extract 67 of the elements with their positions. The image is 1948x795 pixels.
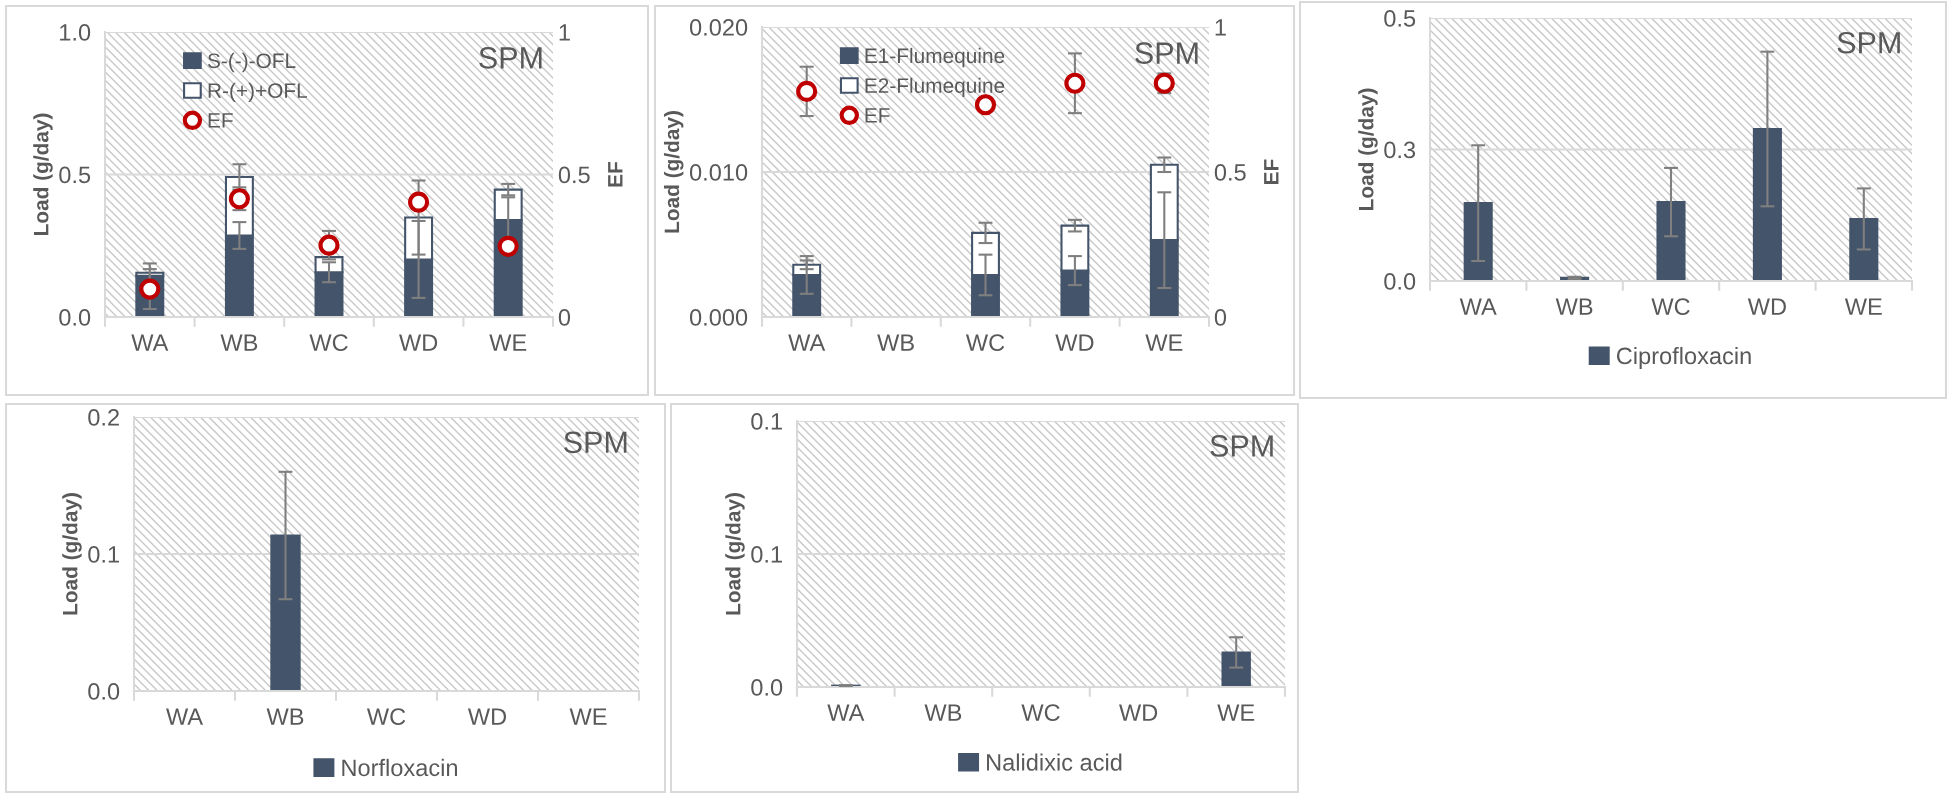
x-tick-label: WE [489,334,527,351]
x-tick-label: WD [399,334,438,351]
y-tick-label: 0.000 [689,309,748,326]
y-axis-title: Load (g/day) [725,493,745,615]
y-tick-label: 0.020 [689,19,748,36]
y-axis-title: Load (g/day) [663,111,684,233]
x-tick-label: WC [1021,704,1060,722]
y2-tick-label: 0 [558,309,571,326]
y2-tick-label: 0.5 [1214,164,1246,181]
x-tick-label: WC [965,334,1005,352]
y-tick-label: 0.0 [751,679,783,696]
y2-axis-title: EF [1264,159,1279,184]
x-tick-label: WA [131,334,169,351]
y-tick-label: 0.1 [88,546,119,563]
legend-label: R-(+)+OFL [208,82,308,103]
x-tick-label: WA [166,708,204,725]
x-tick-label: WB [1555,298,1593,315]
y-tick-label: 0.0 [88,683,120,700]
legend-label: EF [865,108,890,123]
x-tick-label: WB [924,704,962,721]
x-tick-label: WD [1119,704,1158,721]
y-tick-label: 0.3 [1384,141,1416,159]
y2-tick-label: 0 [1214,309,1227,326]
y-tick-label: 0.1 [751,413,782,430]
x-tick-label: WA [1459,298,1497,315]
y-tick-label: 0.1 [751,546,782,563]
y-tick-label: 1.0 [60,24,91,41]
legend-label: E2-Flumequine [865,77,1005,98]
legend-label: Ciprofloxacin [1616,346,1751,369]
y2-axis-title: EF [608,161,623,187]
annotation: SPM [1210,435,1273,457]
x-tick-label: WC [309,334,348,352]
y-tick-label: 0.0 [1384,273,1416,290]
x-tick-label: WE [569,708,607,725]
x-tick-label: WA [827,704,865,721]
y-tick-label: 0.2 [88,409,119,426]
legend-label: Norfloxacin [342,758,458,777]
x-tick-label: WB [266,708,304,725]
x-tick-label: WE [1145,334,1183,351]
legend-label: EF [208,113,233,128]
y-tick-label: 0.0 [59,309,91,326]
x-tick-label: WE [1844,298,1882,315]
x-tick-label: WC [366,708,406,726]
y-tick-label: 0.5 [1384,10,1416,27]
x-tick-label: WA [788,334,826,351]
y2-tick-label: 1 [1215,19,1226,36]
annotation: SPM [1135,42,1198,64]
y-axis-title: Load (g/day) [1358,88,1378,211]
x-tick-label: WD [1055,334,1094,351]
annotation: SPM [479,47,542,69]
legend-label: Nalidixic acid [987,753,1122,771]
legend-label: S-(-)-OFL [207,52,296,73]
y-axis-title: Load (g/day) [62,493,82,615]
x-tick-label: WB [877,334,914,351]
y-tick-label: 0.010 [689,164,748,181]
y2-tick-label: 1 [559,24,570,41]
y-axis-title: Load (g/day) [33,113,53,236]
legend-label: E1-Flumequine [865,47,1005,68]
annotation: SPM [564,431,627,454]
x-tick-label: WB [220,334,258,351]
y-tick-label: 0.5 [59,166,91,184]
x-tick-label: WD [467,708,507,725]
annotation: SPM [1837,31,1900,54]
x-tick-label: WD [1747,298,1786,315]
x-tick-label: WC [1651,298,1690,316]
y2-tick-label: 0.5 [558,166,590,184]
x-tick-label: WE [1217,704,1255,721]
